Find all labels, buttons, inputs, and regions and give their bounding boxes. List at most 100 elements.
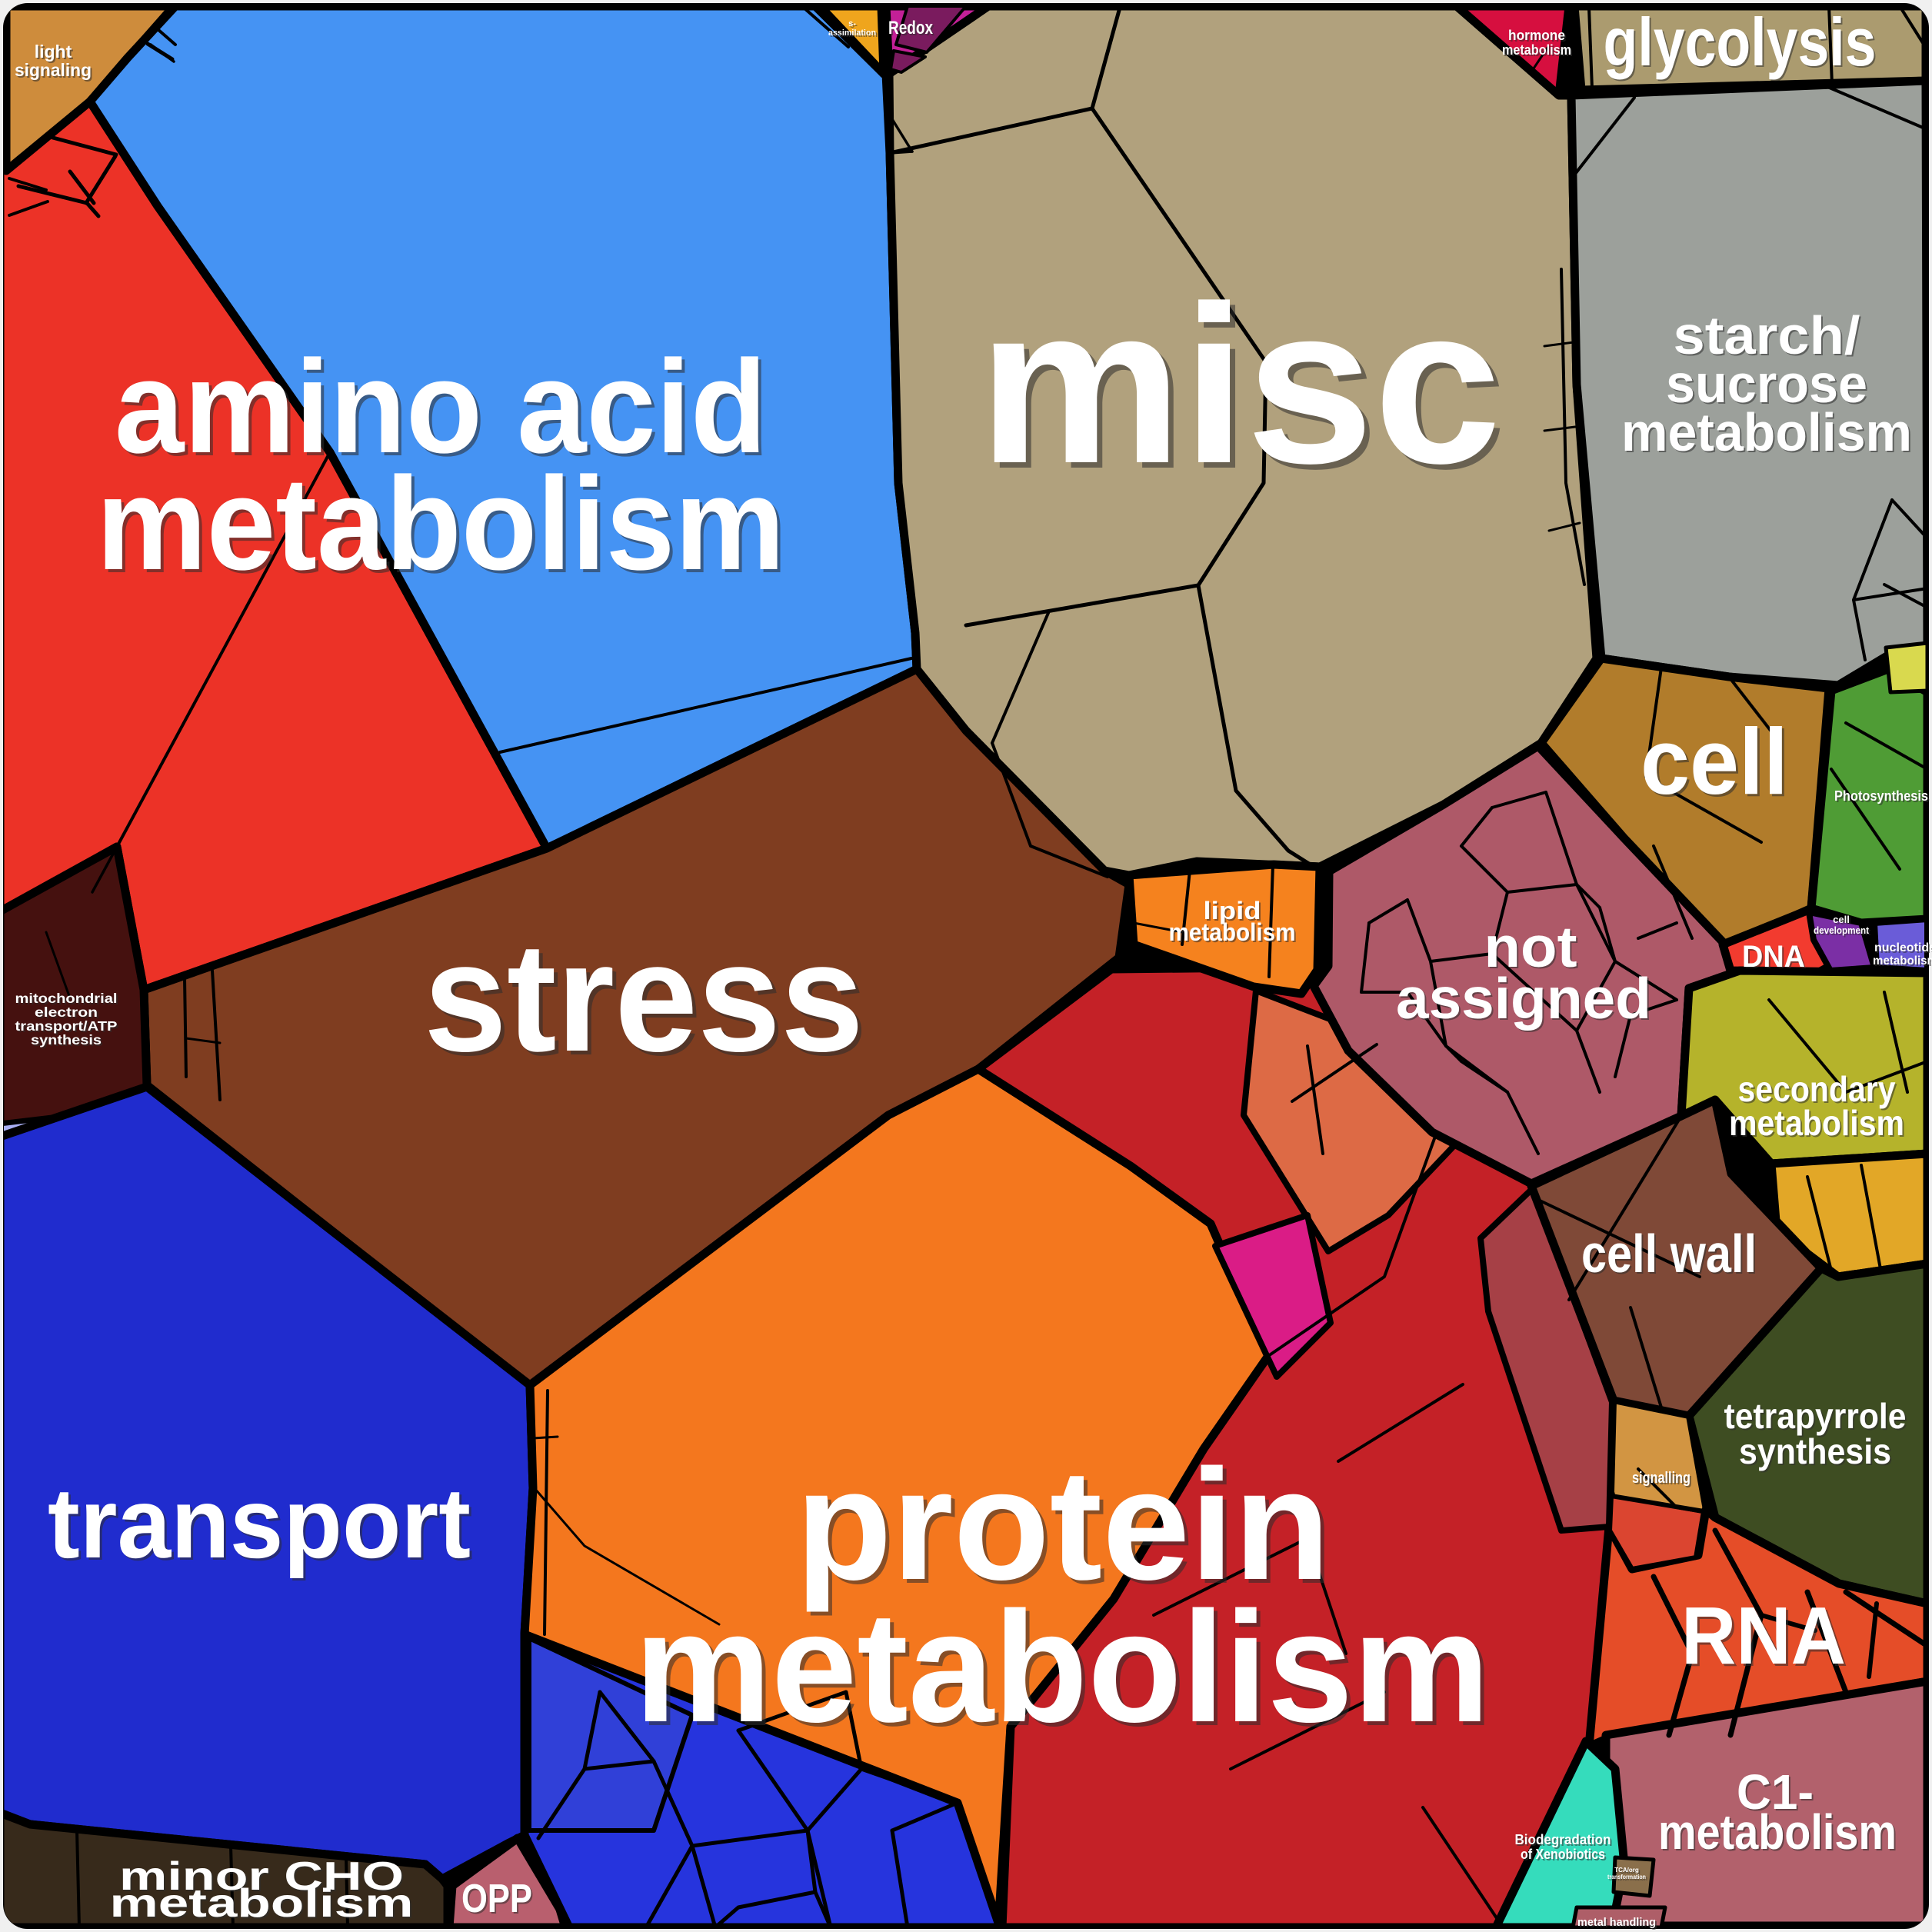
svg-text:RNA: RNA (1681, 1591, 1846, 1681)
svg-text:secondary: secondary (1738, 1069, 1896, 1109)
svg-text:signalling: signalling (1634, 1471, 1692, 1488)
svg-text:cell: cell (1641, 709, 1788, 814)
svg-text:secondary: secondary (1740, 1071, 1897, 1111)
svg-text:transport/ATP: transport/ATP (17, 1020, 119, 1035)
svg-text:cell wall: cell wall (1583, 1225, 1758, 1285)
svg-text:minor CHO: minor CHO (121, 1856, 405, 1900)
svg-text:nucleotide: nucleotide (1876, 943, 1932, 956)
svg-text:stress: stress (428, 914, 868, 1088)
svg-text:mitochondrial: mitochondrial (17, 992, 119, 1008)
svg-text:electron: electron (36, 1006, 99, 1021)
svg-text:lipid: lipid (1204, 897, 1261, 924)
svg-text:of Xenobiotics: of Xenobiotics (1521, 1847, 1605, 1862)
svg-text:s-: s- (848, 19, 856, 28)
svg-text:TCA/org: TCA/org (1614, 1867, 1639, 1874)
svg-text:development: development (1815, 926, 1871, 938)
svg-text:metal handling: metal handling (1577, 1916, 1656, 1929)
svg-text:protein: protein (800, 1441, 1334, 1617)
svg-text:metabolism: metabolism (1502, 42, 1571, 58)
svg-text:Biodegradation: Biodegradation (1515, 1832, 1611, 1847)
svg-text:transport: transport (50, 1469, 473, 1581)
svg-text:transport: transport (48, 1467, 471, 1579)
svg-text:C1-: C1- (1737, 1764, 1814, 1820)
svg-text:metabolism: metabolism (1660, 1806, 1898, 1861)
svg-text:cell: cell (1643, 711, 1790, 816)
svg-text:electron: electron (35, 1004, 98, 1020)
svg-text:tetrapyrrole: tetrapyrrole (1724, 1396, 1907, 1436)
svg-text:hormone: hormone (1510, 29, 1567, 45)
svg-text:metal handling: metal handling (1579, 1917, 1657, 1930)
svg-text:metabolism: metabolism (1729, 1103, 1904, 1143)
svg-text:tetrapyrrole: tetrapyrrole (1726, 1397, 1908, 1437)
svg-text:Biodegradation: Biodegradation (1517, 1834, 1613, 1849)
svg-text:transformation: transformation (1607, 1874, 1646, 1880)
svg-text:light: light (36, 43, 74, 63)
svg-text:synthesis: synthesis (1740, 1433, 1893, 1473)
svg-text:protein: protein (796, 1437, 1331, 1613)
svg-text:amino acid: amino acid (115, 333, 767, 481)
svg-text:metabolism: metabolism (1873, 954, 1932, 968)
svg-text:lipid: lipid (1205, 898, 1263, 926)
svg-text:synthesis: synthesis (32, 1034, 103, 1049)
svg-text:metabolism: metabolism (1874, 956, 1932, 969)
svg-text:OPP: OPP (463, 1878, 534, 1923)
svg-text:metabolism: metabolism (638, 1583, 1494, 1759)
svg-text:metabolism: metabolism (1169, 918, 1296, 946)
svg-text:metabolism: metabolism (1621, 402, 1912, 462)
svg-text:not: not (1484, 914, 1577, 979)
svg-text:amino acid: amino acid (118, 336, 770, 484)
svg-text:misc: misc (978, 259, 1501, 510)
svg-text:metabolism: metabolism (1730, 1104, 1906, 1144)
svg-text:Redox: Redox (888, 18, 934, 38)
svg-text:of Xenobiotics: of Xenobiotics (1522, 1848, 1607, 1864)
svg-text:synthesis: synthesis (1739, 1431, 1891, 1471)
svg-text:signalling: signalling (1632, 1470, 1690, 1487)
svg-text:metabolism: metabolism (110, 1881, 414, 1926)
svg-text:signaling: signaling (16, 62, 93, 82)
svg-text:Photosynthesis: Photosynthesis (1836, 790, 1930, 805)
svg-text:assigned: assigned (1397, 968, 1653, 1032)
svg-text:assimilation: assimilation (828, 28, 876, 38)
svg-text:glycolysis: glycolysis (1605, 5, 1878, 82)
svg-text:assigned: assigned (1396, 966, 1651, 1031)
svg-text:RNA: RNA (1684, 1593, 1848, 1684)
svg-text:nucleotide: nucleotide (1874, 941, 1932, 954)
svg-text:metabolism: metabolism (635, 1579, 1490, 1755)
svg-text:synthesis: synthesis (31, 1032, 102, 1048)
svg-text:light: light (35, 42, 72, 62)
svg-text:misc: misc (984, 265, 1507, 515)
svg-text:cell: cell (1833, 914, 1850, 925)
svg-text:C1-: C1- (1738, 1766, 1815, 1821)
svg-text:signaling: signaling (15, 60, 92, 80)
svg-text:glycolysis: glycolysis (1604, 4, 1877, 80)
svg-text:stress: stress (424, 910, 864, 1084)
svg-text:metabolism: metabolism (100, 453, 788, 601)
svg-text:OPP: OPP (461, 1877, 532, 1921)
svg-text:metabolism: metabolism (1623, 404, 1914, 464)
svg-text:transformation: transformation (1609, 1875, 1647, 1882)
svg-text:development: development (1814, 924, 1870, 936)
svg-text:DNA: DNA (1742, 940, 1805, 974)
svg-text:metabolism: metabolism (1658, 1804, 1897, 1860)
svg-text:cell: cell (1834, 915, 1851, 927)
svg-text:sucrose: sucrose (1666, 354, 1867, 414)
svg-text:assimilation: assimilation (830, 30, 878, 39)
svg-text:Redox: Redox (890, 19, 935, 40)
svg-text:metabolism: metabolism (1171, 920, 1297, 948)
svg-text:mitochondrial: mitochondrial (15, 991, 118, 1006)
svg-text:not: not (1486, 916, 1579, 981)
svg-text:starch/: starch/ (1675, 307, 1862, 367)
svg-text:starch/: starch/ (1674, 305, 1860, 365)
svg-text:cell wall: cell wall (1581, 1224, 1757, 1284)
svg-text:TCA/org: TCA/org (1616, 1868, 1641, 1875)
svg-text:Photosynthesis: Photosynthesis (1834, 788, 1928, 804)
svg-text:minor CHO: minor CHO (119, 1854, 404, 1899)
svg-text:sucrose: sucrose (1667, 355, 1869, 415)
svg-text:metabolism: metabolism (1504, 44, 1573, 59)
svg-text:metabolism: metabolism (97, 450, 785, 598)
svg-text:s-: s- (850, 21, 858, 30)
svg-text:transport/ATP: transport/ATP (15, 1018, 118, 1034)
svg-text:hormone: hormone (1508, 28, 1565, 43)
svg-text:DNA: DNA (1744, 941, 1807, 975)
svg-text:metabolism: metabolism (112, 1883, 415, 1927)
